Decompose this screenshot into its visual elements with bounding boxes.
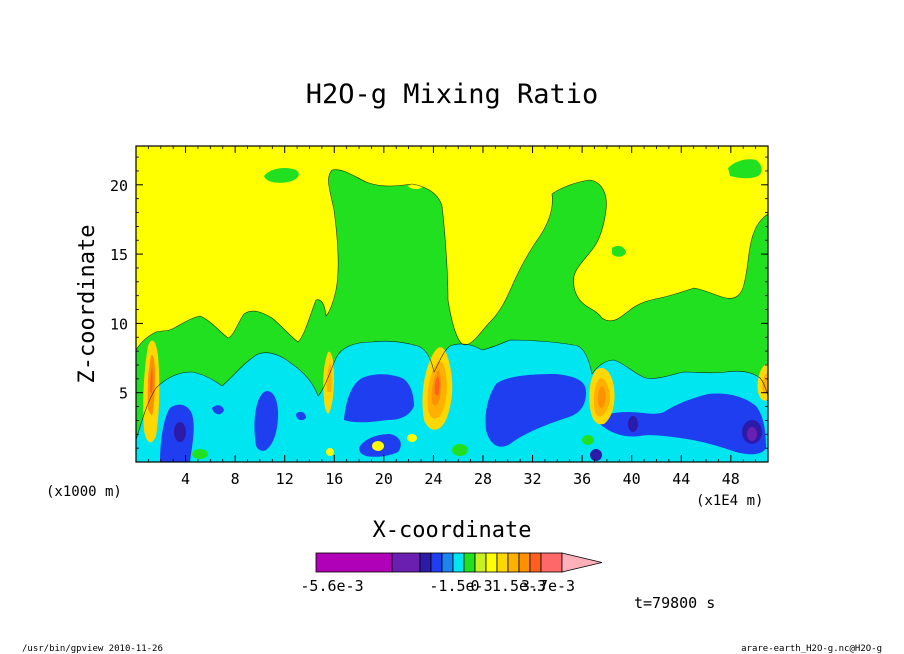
contour-green-patch-upper xyxy=(728,159,762,179)
x-axis: 4 8 12 16 20 24 28 32 36 40 44 48 xyxy=(147,146,757,488)
x-tick-label: 20 xyxy=(375,470,393,488)
x-unit-note: (x1000 m) xyxy=(46,484,122,500)
x-tick-label: 36 xyxy=(573,470,591,488)
colorbar-swatch xyxy=(496,552,509,573)
y-tick-label: 15 xyxy=(110,246,128,264)
contour-green-patch-mid xyxy=(612,245,626,257)
colorbar-swatch xyxy=(441,552,454,573)
contour-peak-x16 xyxy=(323,351,334,414)
y-unit-note: (x1E4 m) xyxy=(696,493,763,509)
contour-purple-spot xyxy=(747,427,757,441)
colorbar-swatch xyxy=(452,552,465,573)
x-tick-label: 8 xyxy=(231,470,240,488)
colorbar-tick-label: 0 xyxy=(470,577,479,595)
colorbar-swatch xyxy=(485,552,498,573)
x-axis-label: X-coordinate xyxy=(373,518,532,543)
plot-frame xyxy=(135,145,769,463)
x-tick-label: 48 xyxy=(722,470,740,488)
colorbar-arrow xyxy=(561,552,603,573)
colorbar-swatch xyxy=(507,552,520,573)
chart-title: H2O-g Mixing Ratio xyxy=(306,79,599,110)
colorbar xyxy=(315,552,603,573)
colorbar-swatch xyxy=(391,552,421,573)
colorbar-tick-label: -5.6e-3 xyxy=(300,577,363,595)
colorbar-labels: -5.6e-3 -1.5e-30 1.5e-33.7e-3 xyxy=(300,577,575,595)
colorbar-swatch xyxy=(430,552,443,573)
x-tick-label: 44 xyxy=(672,470,690,488)
x-tick-label: 4 xyxy=(181,470,190,488)
x-tick-label: 40 xyxy=(623,470,641,488)
colorbar-swatch xyxy=(315,552,393,573)
contour-peak-x24 xyxy=(422,347,453,430)
x-tick-label: 28 xyxy=(474,470,492,488)
contour-yellow-hole xyxy=(434,181,456,189)
y-tick-label: 5 xyxy=(119,385,128,403)
colorbar-tick-label: 3.7e-3 xyxy=(521,577,575,595)
contour-field xyxy=(136,146,768,462)
colorbar-tick-label: 1.5e-3 xyxy=(492,577,546,595)
x-tick-label: 24 xyxy=(424,470,442,488)
colorbar-tick-label: -1.5e-3 xyxy=(429,577,492,595)
contour-yellow-hole xyxy=(408,183,424,189)
colorbar-swatch xyxy=(419,552,432,573)
colorbar-swatch xyxy=(529,552,542,573)
contour-cyan-band xyxy=(136,340,768,462)
y-tick-label: 10 xyxy=(110,315,128,333)
x-tick-label: 12 xyxy=(276,470,294,488)
x-tick-label: 32 xyxy=(524,470,542,488)
colorbar-swatch xyxy=(463,552,476,573)
colorbar-swatch xyxy=(474,552,487,573)
y-axis: 5 10 15 20 xyxy=(110,156,768,449)
footer-left: /usr/bin/gpview 2010-11-26 xyxy=(22,644,163,654)
time-label: t=79800 s xyxy=(634,594,715,612)
contour-green-patch-left xyxy=(264,168,299,183)
contour-speckles-green xyxy=(192,435,594,459)
colorbar-swatch xyxy=(540,552,563,573)
y-axis-label: Z-coordinate xyxy=(75,225,100,384)
contour-lines xyxy=(136,169,768,441)
x-tick-label: 16 xyxy=(325,470,343,488)
footer-right: arare-earth_H2O-g.nc@H2O-g xyxy=(741,644,882,654)
contour-speckles xyxy=(326,434,417,456)
y-tick-label: 20 xyxy=(110,177,128,195)
colorbar-swatch xyxy=(518,552,531,573)
contour-peak-x38 xyxy=(589,368,615,425)
